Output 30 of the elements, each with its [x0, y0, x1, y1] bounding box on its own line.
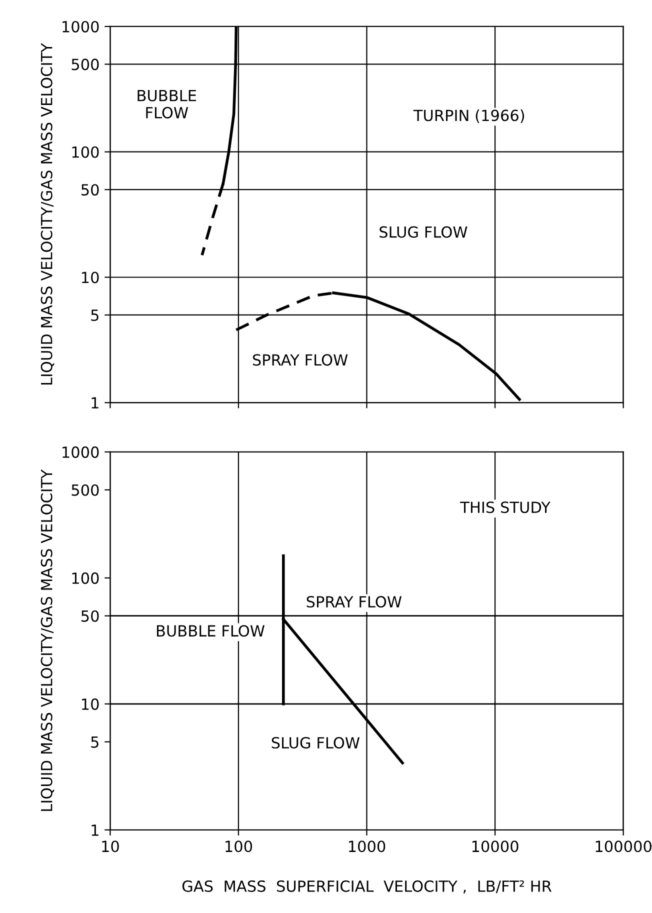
annotation: SPRAY FLOW	[252, 354, 348, 366]
x-tick-label: 10	[102, 840, 119, 852]
annotation: THIS STUDY	[460, 502, 550, 514]
y-tick-label: 5	[91, 310, 98, 322]
y-tick-label: 5	[91, 736, 98, 748]
x-tick-label: 1000	[348, 840, 386, 852]
y-axis-title: LIQUID MASS VELOCITY/GAS MASS VELOCITY	[40, 469, 54, 811]
annotation: TURPIN (1966)	[413, 109, 524, 123]
annotation: SLUG FLOW	[380, 226, 468, 238]
y-tick-label: 10	[82, 698, 99, 710]
annotation: BUBBLE FLOW	[138, 90, 196, 118]
y-axis-title: LIQUID MASS VELOCITY/GAS MASS VELOCITY	[40, 43, 54, 385]
y-tick-label: 100	[72, 572, 99, 584]
x-axis-title: GAS MASS SUPERFICIAL VELOCITY , LB/FT² HR	[182, 880, 552, 894]
y-tick-label: 50	[82, 610, 99, 622]
annotation: SLUG FLOW	[272, 736, 360, 749]
y-tick-label: 1	[92, 397, 98, 408]
y-tick-label: 1000	[62, 20, 99, 32]
y-tick-label: 10	[82, 272, 99, 284]
y-tick-label: 500	[72, 58, 99, 70]
y-tick-label: 1	[92, 824, 98, 836]
y-tick-label: 1000	[62, 446, 99, 458]
y-tick-label: 500	[72, 484, 99, 496]
x-tick-label: 10000	[472, 840, 518, 852]
x-tick-label: 100000	[596, 840, 652, 852]
x-tick-label: 100	[226, 840, 252, 852]
y-tick-label: 100	[72, 146, 99, 158]
annotation: SPRAY FLOW	[306, 596, 402, 608]
y-tick-label: 50	[82, 184, 99, 196]
annotation: BUBBLE FLOW	[156, 625, 265, 637]
